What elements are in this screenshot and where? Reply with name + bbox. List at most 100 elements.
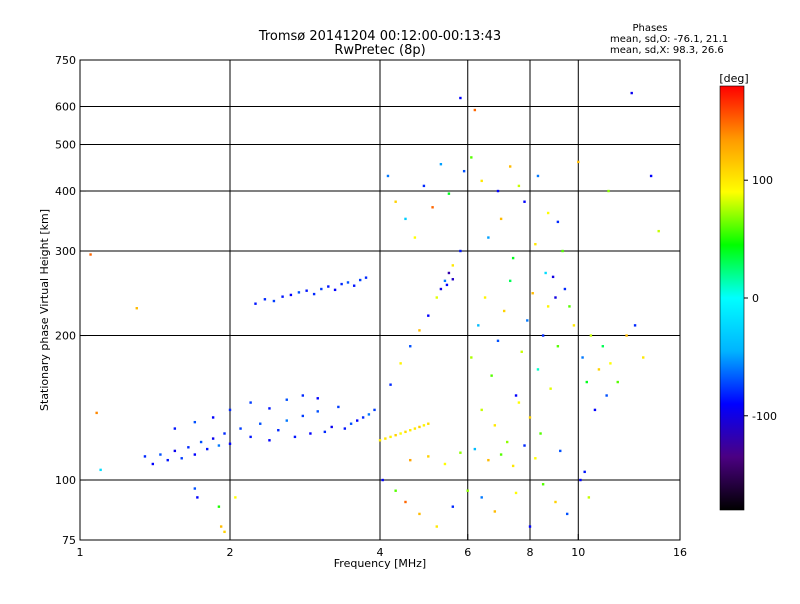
data-point xyxy=(199,440,203,444)
data-point xyxy=(413,427,417,430)
data-point xyxy=(427,314,430,317)
ticks-layer: 1 2 4 6 8 10 16 75 100 200 300 400 500 600 750 xyxy=(55,54,687,559)
data-point xyxy=(285,419,288,422)
data-point xyxy=(404,430,407,434)
data-point xyxy=(439,162,443,166)
data-point xyxy=(587,496,591,499)
data-point xyxy=(289,293,293,297)
data-point xyxy=(367,413,371,416)
data-point xyxy=(493,424,497,427)
data-point xyxy=(447,271,451,275)
data-point xyxy=(228,442,232,445)
data-point xyxy=(228,408,232,412)
data-point xyxy=(180,457,183,460)
data-point xyxy=(505,440,509,444)
x-axis-label: Frequency [MHz] xyxy=(334,557,426,570)
data-point xyxy=(541,334,545,337)
data-point xyxy=(159,453,162,456)
phase-stats-heading: Phases xyxy=(632,23,667,34)
data-point xyxy=(305,289,308,292)
data-point xyxy=(630,91,633,95)
data-point xyxy=(511,464,515,468)
data-point xyxy=(579,478,582,482)
data-point xyxy=(431,206,434,209)
data-point xyxy=(263,298,267,301)
data-point xyxy=(223,530,226,534)
data-point xyxy=(563,287,567,291)
y-tick-label: 750 xyxy=(55,54,76,67)
data-point xyxy=(389,435,392,439)
data-point xyxy=(642,356,645,359)
data-point xyxy=(459,451,462,454)
data-point xyxy=(333,288,337,292)
y-tick-label: 75 xyxy=(62,534,76,547)
data-point xyxy=(418,425,421,429)
data-point xyxy=(219,525,223,528)
data-point xyxy=(549,387,552,390)
x-tick-label: 4 xyxy=(377,546,384,559)
data-point xyxy=(459,96,462,100)
data-point xyxy=(361,416,365,419)
data-point xyxy=(597,368,601,371)
data-point xyxy=(249,435,252,439)
data-point xyxy=(451,278,455,281)
data-point xyxy=(89,253,92,256)
data-point xyxy=(546,305,550,308)
data-point xyxy=(511,256,515,260)
y-tick-label: 100 xyxy=(55,474,76,487)
data-point xyxy=(166,458,169,462)
data-point xyxy=(480,179,483,183)
data-point xyxy=(312,292,316,296)
data-point xyxy=(565,512,569,516)
data-point xyxy=(585,380,588,384)
data-point xyxy=(301,414,305,418)
data-point xyxy=(340,282,343,286)
data-point xyxy=(418,329,421,332)
data-point xyxy=(409,429,412,432)
data-point xyxy=(508,165,512,168)
data-point xyxy=(451,264,455,267)
x-tick-label: 8 xyxy=(527,546,534,559)
y-axis-label: Stationary phase Virtual Height [km] xyxy=(38,209,51,411)
data-point xyxy=(539,432,542,435)
chart-title: Tromsø 20141204 00:12:00-00:13:43 xyxy=(258,29,501,44)
data-point xyxy=(435,525,438,528)
data-point xyxy=(589,334,593,337)
data-point xyxy=(259,422,262,425)
data-point xyxy=(439,287,443,291)
data-point xyxy=(386,174,390,178)
data-point xyxy=(404,500,407,504)
data-point xyxy=(409,345,412,348)
data-point xyxy=(536,174,540,178)
data-point xyxy=(536,368,540,371)
data-point xyxy=(95,411,98,415)
data-point xyxy=(554,500,557,504)
data-point xyxy=(528,416,532,419)
data-point xyxy=(568,305,571,308)
chart-subtitle: RwPretec (8p) xyxy=(334,43,425,58)
data-point xyxy=(358,278,362,282)
data-point xyxy=(173,449,177,453)
x-tick-label: 6 xyxy=(464,546,471,559)
data-point xyxy=(193,453,197,456)
x-tick-label: 16 xyxy=(673,546,687,559)
data-point xyxy=(443,462,447,466)
y-tick-label: 500 xyxy=(55,139,76,152)
data-point xyxy=(541,483,545,486)
phase-stats-x: mean, sd,X: 98.3, 26.6 xyxy=(610,45,724,56)
data-point xyxy=(514,491,518,495)
data-point xyxy=(487,236,490,239)
y-tick-label: 200 xyxy=(55,330,76,343)
data-point xyxy=(337,405,340,409)
data-point xyxy=(217,505,221,508)
data-point xyxy=(520,350,523,353)
data-point xyxy=(534,457,537,460)
colorbar xyxy=(719,85,745,511)
data-point xyxy=(459,249,462,253)
x-tick-label: 10 xyxy=(571,546,585,559)
data-point xyxy=(196,496,199,499)
data-point xyxy=(320,287,323,291)
data-point xyxy=(316,410,319,413)
data-point xyxy=(523,200,526,203)
